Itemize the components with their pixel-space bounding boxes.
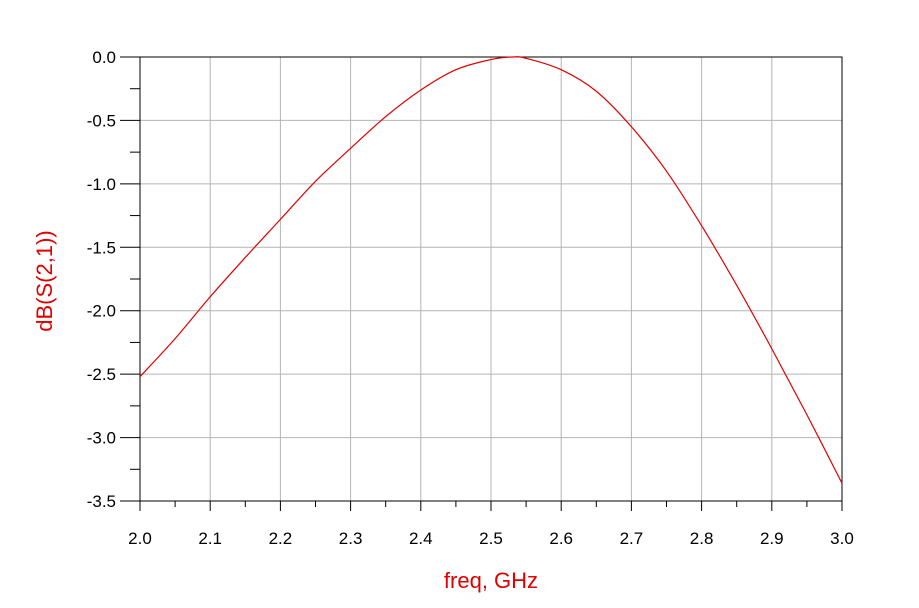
- x-tick-label: 2.9: [760, 529, 784, 548]
- y-tick-label: -3.0: [87, 429, 116, 448]
- x-tick-label: 2.5: [479, 529, 503, 548]
- major-ticks: [120, 56, 843, 511]
- y-tick-label: 0.0: [92, 48, 116, 67]
- y-tick-label: -2.0: [87, 302, 116, 321]
- y-axis-title: dB(S(2,1)): [32, 230, 57, 331]
- y-tick-label: -1.0: [87, 175, 116, 194]
- y-tick-label: -1.5: [87, 238, 116, 257]
- x-tick-label: 2.4: [409, 529, 433, 548]
- x-tick-label: 2.8: [690, 529, 714, 548]
- x-tick-label: 2.3: [339, 529, 363, 548]
- y-tick-label: -0.5: [87, 111, 116, 130]
- x-tick-label: 2.1: [198, 529, 222, 548]
- y-tick-label: -3.5: [87, 492, 116, 511]
- grid: [140, 57, 842, 501]
- x-tick-label: 3.0: [830, 529, 854, 548]
- x-tick-label: 2.7: [620, 529, 644, 548]
- y-tick-labels: 0.0 -0.5 -1.0 -1.5 -2.0 -2.5 -3.0 -3.5: [87, 48, 116, 511]
- x-tick-label: 2.6: [549, 529, 573, 548]
- x-tick-label: 2.0: [128, 529, 152, 548]
- minor-ticks: [130, 88, 808, 507]
- series-line: [139, 56, 843, 484]
- y-tick-label: -2.5: [87, 365, 116, 384]
- x-tick-label: 2.2: [269, 529, 293, 548]
- x-tick-labels: 2.0 2.1 2.2 2.3 2.4 2.5 2.6 2.7 2.8 2.9 3.0: [128, 529, 854, 548]
- x-axis-title: freq, GHz: [444, 568, 538, 593]
